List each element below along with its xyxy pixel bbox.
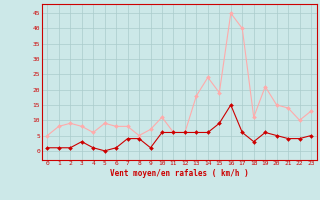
X-axis label: Vent moyen/en rafales ( km/h ): Vent moyen/en rafales ( km/h )	[110, 169, 249, 178]
